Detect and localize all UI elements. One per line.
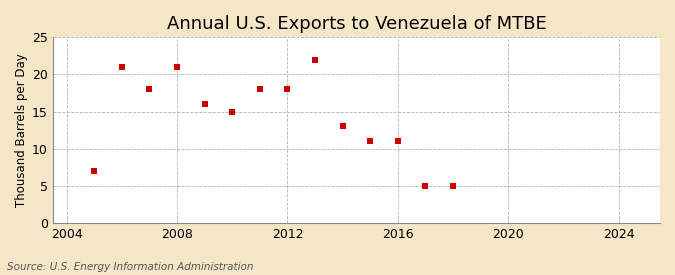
Point <box>448 184 458 188</box>
Point <box>117 65 128 69</box>
Point <box>365 139 376 144</box>
Point <box>310 57 321 62</box>
Point <box>392 139 403 144</box>
Point <box>254 87 265 92</box>
Point <box>144 87 155 92</box>
Text: Source: U.S. Energy Information Administration: Source: U.S. Energy Information Administ… <box>7 262 253 272</box>
Point <box>89 169 100 173</box>
Point <box>171 65 182 69</box>
Title: Annual U.S. Exports to Venezuela of MTBE: Annual U.S. Exports to Venezuela of MTBE <box>167 15 546 33</box>
Point <box>227 109 238 114</box>
Point <box>282 87 293 92</box>
Point <box>420 184 431 188</box>
Point <box>199 102 210 106</box>
Y-axis label: Thousand Barrels per Day: Thousand Barrels per Day <box>15 53 28 207</box>
Point <box>338 124 348 129</box>
